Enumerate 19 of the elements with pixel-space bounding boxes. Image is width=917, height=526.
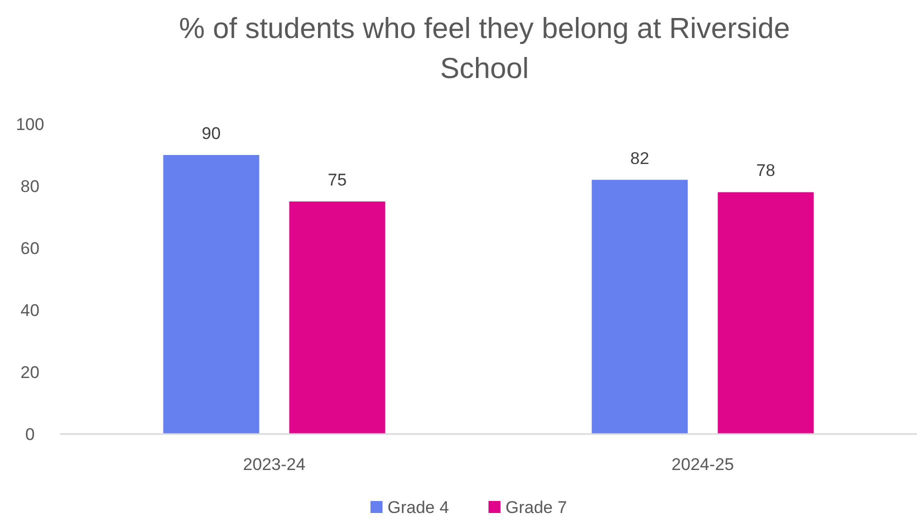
y-tick-label: 60 bbox=[20, 239, 40, 258]
chart-title: % of students who feel they belong at Riverside School bbox=[179, 13, 790, 85]
y-tick-label: 40 bbox=[20, 301, 40, 320]
legend-label: Grade 4 bbox=[388, 498, 449, 517]
bar bbox=[163, 155, 260, 434]
data-label: 78 bbox=[756, 161, 776, 180]
y-tick-label: 100 bbox=[16, 115, 44, 134]
legend-label: Grade 7 bbox=[506, 498, 567, 517]
x-tick-label: 2024-25 bbox=[672, 455, 734, 474]
data-label: 82 bbox=[630, 148, 650, 168]
data-label: 75 bbox=[328, 170, 347, 190]
x-tick-label: 2023-24 bbox=[243, 455, 306, 474]
bar bbox=[592, 180, 688, 434]
y-tick-label: 0 bbox=[25, 425, 35, 444]
y-tick-label: 20 bbox=[20, 363, 40, 382]
bar bbox=[718, 192, 814, 434]
data-label: 90 bbox=[202, 124, 221, 143]
bar bbox=[289, 202, 386, 434]
y-tick-label: 80 bbox=[20, 177, 40, 196]
